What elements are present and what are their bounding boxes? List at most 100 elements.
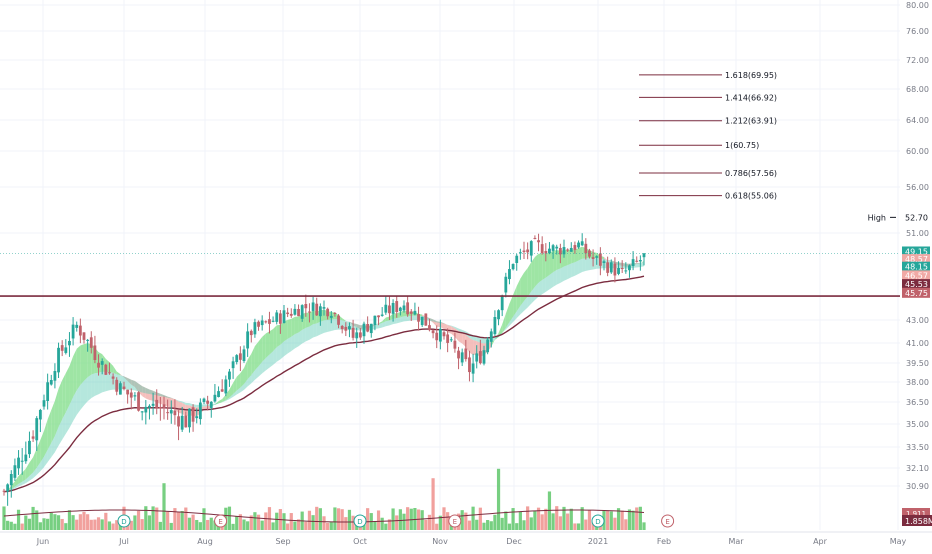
candle-body[interactable]	[362, 323, 366, 337]
candle-body[interactable]	[417, 314, 420, 322]
candle-body[interactable]	[358, 332, 362, 338]
candle-body[interactable]	[366, 324, 370, 332]
candle-body[interactable]	[373, 315, 377, 326]
candle-body[interactable]	[326, 308, 330, 317]
candle-body[interactable]	[140, 411, 144, 413]
candle-body[interactable]	[522, 250, 526, 252]
candle-body[interactable]	[420, 316, 424, 326]
candle-body[interactable]	[97, 362, 100, 368]
candle-body[interactable]	[555, 246, 559, 249]
candle-body[interactable]	[511, 264, 515, 270]
candle-body[interactable]	[71, 324, 75, 339]
candle-body[interactable]	[609, 262, 613, 273]
candle-body[interactable]	[315, 303, 319, 316]
candle-body[interactable]	[78, 325, 82, 336]
candle-body[interactable]	[31, 436, 35, 439]
candle-body[interactable]	[133, 395, 137, 397]
candle-body[interactable]	[235, 355, 239, 363]
candle-body[interactable]	[115, 379, 119, 392]
candle-body[interactable]	[57, 347, 60, 373]
candle-body[interactable]	[238, 353, 242, 360]
candle-body[interactable]	[344, 326, 348, 331]
candle-body[interactable]	[635, 260, 639, 262]
candle-body[interactable]	[638, 259, 642, 262]
volume-label-badge[interactable]	[902, 515, 932, 526]
candle-body[interactable]	[526, 249, 530, 253]
candle-body[interactable]	[118, 383, 122, 395]
candle-body[interactable]	[384, 304, 388, 313]
price-label-badge[interactable]	[902, 246, 930, 257]
candle-body[interactable]	[293, 308, 297, 315]
candle-body[interactable]	[162, 404, 166, 409]
candle-body[interactable]	[558, 247, 562, 255]
candle-body[interactable]	[188, 408, 191, 428]
candle-body[interactable]	[68, 340, 71, 346]
candle-body[interactable]	[369, 323, 373, 334]
candle-body[interactable]	[548, 248, 551, 254]
candle-body[interactable]	[598, 253, 602, 266]
candle-body[interactable]	[297, 308, 300, 317]
candle-body[interactable]	[220, 389, 224, 392]
candle-body[interactable]	[246, 331, 250, 349]
candle-body[interactable]	[580, 241, 584, 246]
candle-body[interactable]	[253, 322, 257, 335]
candle-body[interactable]	[177, 416, 180, 427]
candle-body[interactable]	[202, 398, 206, 402]
candle-body[interactable]	[46, 382, 50, 401]
candle-body[interactable]	[75, 324, 79, 328]
price-label-badge[interactable]	[902, 254, 930, 265]
candle-body[interactable]	[282, 310, 286, 323]
candle-body[interactable]	[275, 312, 279, 322]
candle-body[interactable]	[206, 400, 210, 404]
price-label-badge[interactable]	[902, 287, 930, 298]
candle-body[interactable]	[89, 337, 93, 348]
candle-body[interactable]	[398, 307, 402, 312]
candle-body[interactable]	[53, 371, 57, 381]
candle-body[interactable]	[508, 269, 511, 280]
price-axis[interactable]: 30.90 32.10 33.50 35.00 36.50 38.00 39.50 41.00…	[868, 0, 932, 550]
candle-body[interactable]	[144, 406, 148, 413]
candle-body[interactable]	[329, 315, 333, 318]
candle-body[interactable]	[24, 454, 28, 462]
candle-body[interactable]	[311, 302, 315, 311]
candle-body[interactable]	[169, 410, 173, 414]
candle-body[interactable]	[268, 319, 271, 324]
event-marker-circle[interactable]	[591, 514, 605, 528]
candle-body[interactable]	[377, 315, 380, 318]
candle-body[interactable]	[231, 361, 235, 369]
candle-body[interactable]	[537, 240, 540, 243]
candle-body[interactable]	[388, 305, 391, 314]
candle-body[interactable]	[289, 313, 293, 316]
candle-body[interactable]	[489, 331, 493, 342]
candle-body[interactable]	[42, 400, 46, 407]
candle-body[interactable]	[409, 311, 413, 314]
candle-body[interactable]	[518, 252, 522, 254]
candle-body[interactable]	[304, 304, 308, 309]
candle-body[interactable]	[100, 361, 104, 365]
candle-body[interactable]	[318, 306, 322, 317]
candle-body[interactable]	[228, 371, 231, 380]
candle-body[interactable]	[333, 312, 337, 314]
candle-body[interactable]	[595, 256, 599, 258]
candle-body[interactable]	[129, 392, 133, 398]
candle-body[interactable]	[184, 415, 188, 428]
event-marker-circle[interactable]	[353, 514, 367, 528]
candle-body[interactable]	[602, 261, 606, 263]
candle-body[interactable]	[271, 320, 275, 322]
candle-body[interactable]	[213, 394, 217, 402]
candle-body[interactable]	[340, 326, 344, 330]
candle-body[interactable]	[504, 276, 508, 293]
candle-body[interactable]	[148, 405, 151, 408]
candle-body[interactable]	[158, 406, 162, 409]
event-marker-circle[interactable]	[117, 514, 131, 528]
candle-body[interactable]	[257, 321, 260, 327]
candle-body[interactable]	[482, 350, 486, 364]
price-label-badge[interactable]	[902, 279, 930, 290]
candle-body[interactable]	[355, 332, 359, 339]
candle-body[interactable]	[2, 490, 6, 492]
candle-body[interactable]	[260, 320, 264, 326]
candle-body[interactable]	[457, 350, 460, 359]
candle-body[interactable]	[60, 345, 64, 351]
candle-body[interactable]	[38, 409, 42, 420]
